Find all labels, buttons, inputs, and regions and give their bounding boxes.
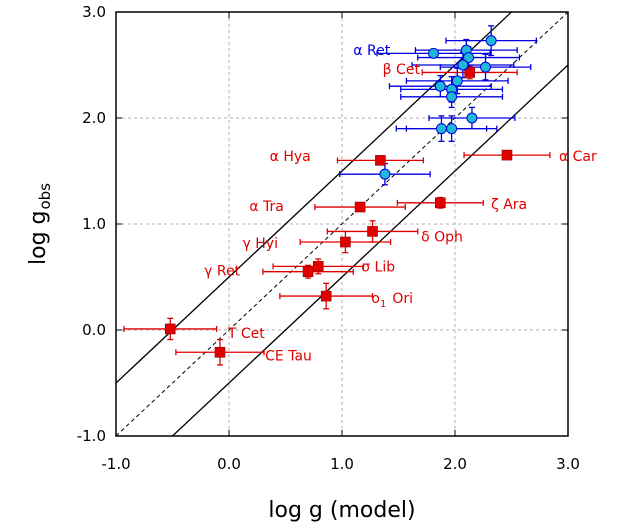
one-to-one-line bbox=[116, 12, 568, 436]
data-points bbox=[164, 35, 513, 358]
circle-marker bbox=[379, 168, 391, 180]
square-marker bbox=[464, 67, 475, 78]
y-tick-label: 0.0 bbox=[82, 321, 106, 339]
y-tick-label: 1.0 bbox=[82, 215, 106, 233]
square-marker bbox=[214, 346, 226, 358]
point-label: σ Lib bbox=[361, 259, 395, 275]
square-marker bbox=[312, 261, 324, 272]
square-marker bbox=[354, 201, 366, 213]
point-label-text: o bbox=[371, 291, 380, 307]
point-label: α Hya bbox=[270, 149, 311, 165]
ticks: -1.0 0.0 1.0 2.0 3.0 -1.0 0.0 1.0 2.0 3.0 bbox=[77, 3, 580, 473]
reference-lines bbox=[116, 12, 568, 436]
x-tick-label: 3.0 bbox=[556, 455, 580, 473]
circle-marker bbox=[446, 91, 458, 103]
circle-marker bbox=[466, 112, 478, 124]
y-axis-title-main: log g bbox=[26, 211, 51, 266]
y-tick-label: -1.0 bbox=[77, 427, 106, 445]
square-marker bbox=[320, 290, 332, 302]
square-marker bbox=[164, 323, 176, 335]
point-label-subscript: 1 bbox=[380, 299, 386, 310]
point-label: γ Ret bbox=[204, 264, 240, 280]
square-marker bbox=[501, 149, 513, 161]
point-label: α Car bbox=[559, 149, 597, 165]
square-marker bbox=[302, 266, 314, 278]
point-label: δ Oph bbox=[421, 230, 463, 246]
point-labels: α Ret β Cet α Hya α Car α Tra ζ Ara δ Oph γ Hyi… bbox=[204, 43, 597, 364]
x-tick-label: 2.0 bbox=[443, 455, 467, 473]
point-label-text: Ori bbox=[392, 291, 413, 307]
circle-marker bbox=[435, 123, 447, 135]
x-tick-label: -1.0 bbox=[101, 455, 130, 473]
point-label: ζ Ara bbox=[491, 197, 527, 213]
square-marker bbox=[435, 197, 446, 209]
circle-marker bbox=[463, 52, 475, 64]
point-label: T Cet bbox=[227, 326, 265, 342]
square-marker bbox=[375, 155, 386, 166]
point-label: o1 Ori bbox=[371, 291, 413, 310]
offset-line bbox=[116, 12, 513, 384]
x-tick-label: 0.0 bbox=[217, 455, 241, 473]
circle-marker bbox=[434, 80, 446, 92]
square-marker bbox=[340, 236, 351, 248]
square-marker bbox=[367, 226, 378, 237]
circle-marker bbox=[451, 75, 463, 87]
offset-line bbox=[171, 64, 568, 436]
circle-marker bbox=[446, 123, 458, 135]
x-axis-title: log g (model) bbox=[268, 498, 415, 523]
circle-marker bbox=[457, 59, 469, 71]
point-label: β Cet bbox=[383, 62, 421, 78]
point-label: CE Tau bbox=[265, 348, 312, 364]
y-tick-label: 2.0 bbox=[82, 109, 106, 127]
y-axis-title-sub: obs bbox=[36, 183, 54, 210]
y-axis-title: log gobs bbox=[26, 183, 54, 265]
point-label: γ Hyi bbox=[243, 236, 278, 252]
point-label: α Tra bbox=[249, 199, 284, 215]
circle-marker bbox=[480, 61, 492, 73]
x-tick-label: 1.0 bbox=[330, 455, 354, 473]
point-label: α Ret bbox=[353, 43, 390, 59]
y-tick-label: 3.0 bbox=[82, 3, 106, 21]
circle-marker bbox=[485, 35, 497, 47]
circle-marker bbox=[428, 47, 440, 59]
